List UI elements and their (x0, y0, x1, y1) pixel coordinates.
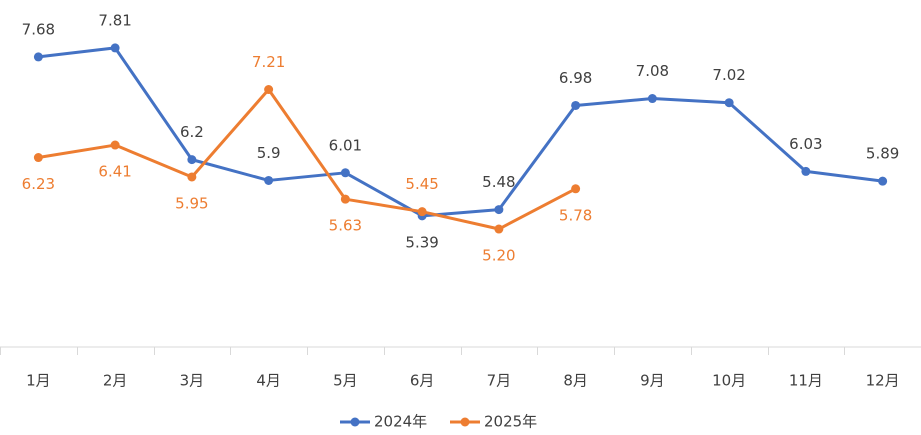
point (571, 100, 581, 110)
x-tick-label: 1月 (26, 372, 51, 390)
data-label: 7.08 (636, 62, 669, 80)
point (187, 155, 197, 165)
x-tick-label: 4月 (256, 372, 281, 390)
data-label: 7.21 (252, 53, 285, 71)
x-tick-label: 9月 (640, 372, 665, 390)
legend-label: 2025年 (484, 413, 537, 431)
data-label: 5.95 (175, 194, 208, 212)
x-tick-label: 8月 (563, 372, 588, 390)
point (417, 207, 427, 217)
data-label: 5.48 (482, 173, 515, 191)
point (33, 52, 43, 62)
point (724, 98, 734, 108)
point (801, 166, 811, 176)
point (187, 172, 197, 182)
point (340, 168, 350, 178)
x-tick-label: 6月 (410, 372, 435, 390)
data-label: 5.63 (329, 217, 362, 235)
data-label: 6.41 (98, 163, 131, 181)
data-label: 6.98 (559, 69, 592, 87)
data-label: 6.2 (180, 123, 204, 141)
point (647, 94, 657, 104)
data-label: 5.78 (559, 206, 592, 224)
data-label: 7.02 (712, 66, 745, 84)
point (264, 85, 274, 95)
x-tick-label: 2月 (103, 372, 128, 390)
data-label: 5.20 (482, 247, 515, 265)
data-label: 6.23 (22, 175, 55, 193)
series-line (38, 46, 883, 218)
legend-label: 2024年 (374, 413, 427, 431)
data-label: 5.9 (257, 144, 281, 162)
data-label: 7.81 (98, 11, 131, 29)
series-line (38, 88, 577, 231)
point (110, 140, 120, 150)
data-label: 5.89 (866, 145, 899, 163)
x-tick-label: 11月 (789, 372, 823, 390)
legend-marker (350, 417, 360, 427)
point (340, 194, 350, 204)
data-label: 6.01 (329, 136, 362, 154)
x-tick-label: 3月 (180, 372, 205, 390)
x-tick-label: 12月 (866, 372, 900, 390)
point (571, 184, 581, 194)
point (494, 205, 504, 215)
data-label: 7.68 (22, 20, 55, 38)
x-tick-label: 7月 (487, 372, 512, 390)
point (264, 175, 274, 185)
point (110, 43, 120, 53)
point (878, 176, 888, 186)
point (494, 224, 504, 234)
data-label: 5.45 (405, 175, 438, 193)
x-tick-label: 10月 (712, 372, 746, 390)
data-label: 5.39 (405, 233, 438, 251)
legend-marker (460, 417, 470, 427)
point (33, 153, 43, 163)
x-tick-label: 5月 (333, 372, 358, 390)
data-label: 6.03 (789, 135, 822, 153)
